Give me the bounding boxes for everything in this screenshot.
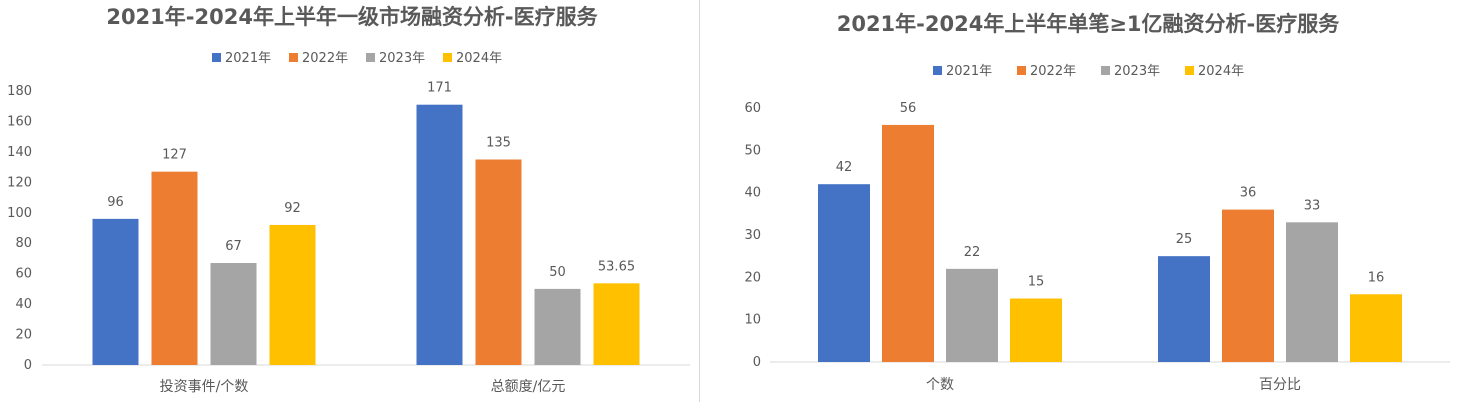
y-tick-label: 0 bbox=[753, 355, 761, 370]
bar-2021年 bbox=[92, 218, 139, 365]
data-label: 96 bbox=[107, 195, 124, 210]
y-tick-label: 120 bbox=[7, 175, 32, 190]
data-label: 92 bbox=[284, 201, 301, 216]
bar-2023年 bbox=[1286, 222, 1338, 362]
bar-2023年 bbox=[534, 288, 581, 365]
legend-label: 2022年 bbox=[302, 51, 348, 66]
chart-title: 2021年-2024年上半年单笔≥1亿融资分析-医疗服务 bbox=[837, 12, 1341, 36]
y-tick-label: 30 bbox=[744, 228, 761, 243]
y-tick-label: 40 bbox=[744, 186, 761, 201]
bar-2024年 bbox=[1010, 298, 1062, 362]
legend-swatch-2024年 bbox=[1185, 66, 1194, 75]
x-category-label: 总额度/亿元 bbox=[491, 379, 566, 395]
bar-2022年 bbox=[151, 171, 198, 365]
legend-label: 2022年 bbox=[1030, 64, 1076, 79]
y-tick-label: 100 bbox=[7, 206, 32, 221]
legend-swatch-2021年 bbox=[212, 53, 221, 62]
data-label: 135 bbox=[486, 136, 511, 151]
bar-2023年 bbox=[946, 268, 998, 362]
legend-label: 2023年 bbox=[379, 51, 425, 66]
y-tick-label: 10 bbox=[744, 313, 761, 328]
legend-swatch-2023年 bbox=[1101, 66, 1110, 75]
legend-swatch-2022年 bbox=[289, 53, 298, 62]
data-label: 16 bbox=[1368, 270, 1385, 285]
y-tick-label: 60 bbox=[15, 267, 32, 282]
bar-2022年 bbox=[882, 124, 934, 362]
data-label: 67 bbox=[225, 239, 242, 254]
y-tick-label: 20 bbox=[15, 328, 32, 343]
bar-2023年 bbox=[210, 263, 257, 365]
chart-title: 2021年-2024年上半年一级市场融资分析-医疗服务 bbox=[106, 5, 598, 29]
chart-panel-financing: 2021年-2024年上半年一级市场融资分析-医疗服务 2021年 2022年 202… bbox=[0, 0, 700, 402]
bar-2021年 bbox=[416, 104, 463, 365]
bar-2024年 bbox=[269, 224, 316, 365]
legend-label: 2024年 bbox=[456, 51, 502, 66]
legend-swatch-2021年 bbox=[933, 66, 942, 75]
bar-2022年 bbox=[475, 159, 522, 365]
data-label: 42 bbox=[836, 160, 853, 175]
y-tick-label: 60 bbox=[744, 101, 761, 116]
legend-swatch-2024年 bbox=[443, 53, 452, 62]
bar-2024年 bbox=[593, 283, 640, 365]
data-label: 15 bbox=[1028, 275, 1045, 290]
legend-swatch-2022年 bbox=[1017, 66, 1026, 75]
panel-divider bbox=[699, 0, 700, 402]
legend-label: 2021年 bbox=[946, 64, 992, 79]
legend-swatch-2023年 bbox=[366, 53, 375, 62]
x-category-label: 百分比 bbox=[1259, 377, 1301, 393]
data-label: 53.65 bbox=[598, 259, 635, 274]
y-tick-label: 180 bbox=[7, 84, 32, 99]
bar-2021年 bbox=[818, 184, 870, 362]
data-label: 56 bbox=[900, 101, 917, 116]
bar-2022年 bbox=[1222, 209, 1274, 362]
legend-label: 2024年 bbox=[1198, 64, 1244, 79]
y-tick-label: 50 bbox=[744, 143, 761, 158]
y-tick-label: 20 bbox=[744, 270, 761, 285]
y-tick-label: 40 bbox=[15, 297, 32, 312]
data-label: 50 bbox=[549, 265, 566, 280]
y-tick-label: 140 bbox=[7, 145, 32, 160]
legend-label: 2023年 bbox=[1114, 64, 1160, 79]
y-tick-label: 80 bbox=[15, 236, 32, 251]
chart-panel-large-deals: 2021年-2024年上半年单笔≥1亿融资分析-医疗服务 2021年 2022年 20… bbox=[700, 0, 1459, 402]
data-label: 33 bbox=[1304, 198, 1321, 213]
data-label: 25 bbox=[1176, 232, 1193, 247]
data-label: 171 bbox=[427, 81, 452, 96]
x-category-label: 投资事件/个数 bbox=[160, 379, 249, 395]
x-category-label: 个数 bbox=[926, 377, 954, 393]
legend-label: 2021年 bbox=[225, 51, 271, 66]
y-tick-label: 0 bbox=[24, 358, 32, 373]
y-tick-label: 160 bbox=[7, 114, 32, 129]
bar-2024年 bbox=[1350, 294, 1402, 362]
data-label: 22 bbox=[964, 245, 981, 260]
bar-chart-large-deals: 2021年-2024年上半年单笔≥1亿融资分析-医疗服务 2021年 2022年 20… bbox=[744, 12, 1450, 393]
data-label: 127 bbox=[162, 148, 187, 163]
bar-2021年 bbox=[1158, 256, 1210, 362]
data-label: 36 bbox=[1240, 186, 1257, 201]
